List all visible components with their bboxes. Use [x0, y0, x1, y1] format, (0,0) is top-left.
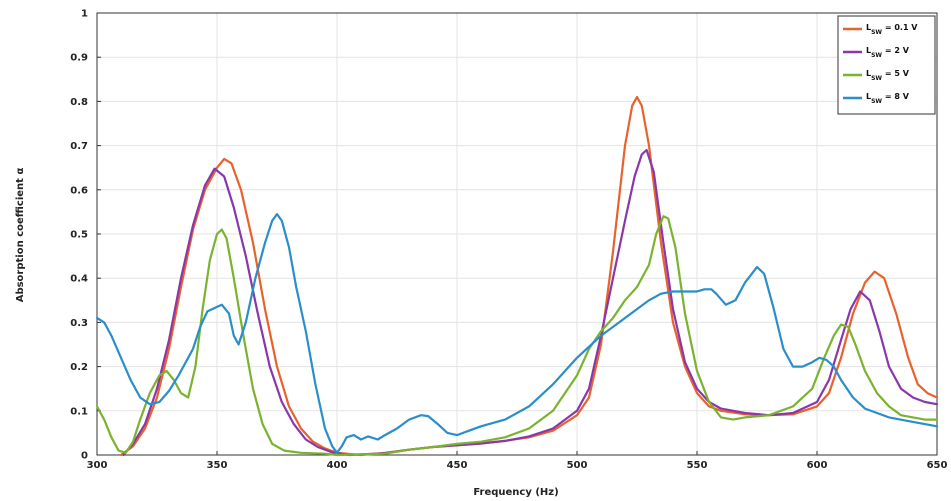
x-tick-label: 350 — [207, 460, 228, 471]
y-tick-label: 0.3 — [70, 318, 88, 329]
series-line-2 — [122, 148, 939, 457]
y-tick-label: 0.9 — [70, 53, 88, 64]
y-tick-label: 0.7 — [70, 141, 88, 152]
y-axis-ticks: 0 0.1 0.2 0.3 0.4 0.5 0.6 0.7 0.8 0.9 1 — [70, 9, 101, 462]
y-tick-label: 0.6 — [70, 185, 88, 196]
legend-label: LSW = 5 V — [866, 69, 910, 82]
grid — [96, 12, 938, 456]
series-line-1 — [119, 95, 939, 457]
legend-label: LSW = 2 V — [866, 46, 910, 59]
y-tick-label: 0.5 — [70, 230, 88, 241]
y-tick-label: 0.1 — [70, 406, 88, 417]
y-tick-label: 1 — [81, 9, 88, 20]
x-tick-label: 400 — [327, 460, 348, 471]
y-tick-label: 0.2 — [70, 362, 88, 373]
x-axis-ticks: 300 350 400 450 500 550 600 650 — [87, 451, 948, 471]
series-line-3 — [95, 215, 939, 457]
x-tick-label: 450 — [447, 460, 468, 471]
y-tick-label: 0.4 — [70, 274, 88, 285]
y-tick-label: 0.8 — [70, 97, 88, 108]
x-tick-label: 600 — [807, 460, 828, 471]
x-tick-label: 650 — [927, 460, 948, 471]
legend[interactable]: LSW = 0.1 V LSW = 2 V LSW = 5 V LSW = 8 V — [837, 15, 936, 115]
y-axis-title: Absorption coefficient α — [15, 168, 26, 303]
series-line-4 — [95, 213, 939, 454]
x-axis-title: Frequency (Hz) — [473, 487, 558, 498]
legend-label: LSW = 8 V — [866, 92, 910, 105]
series-lines — [95, 95, 939, 457]
x-tick-label: 550 — [687, 460, 708, 471]
x-tick-label: 300 — [87, 460, 108, 471]
y-tick-label: 0 — [81, 451, 88, 462]
x-tick-label: 500 — [567, 460, 588, 471]
legend-label: LSW = 0.1 V — [866, 23, 918, 36]
